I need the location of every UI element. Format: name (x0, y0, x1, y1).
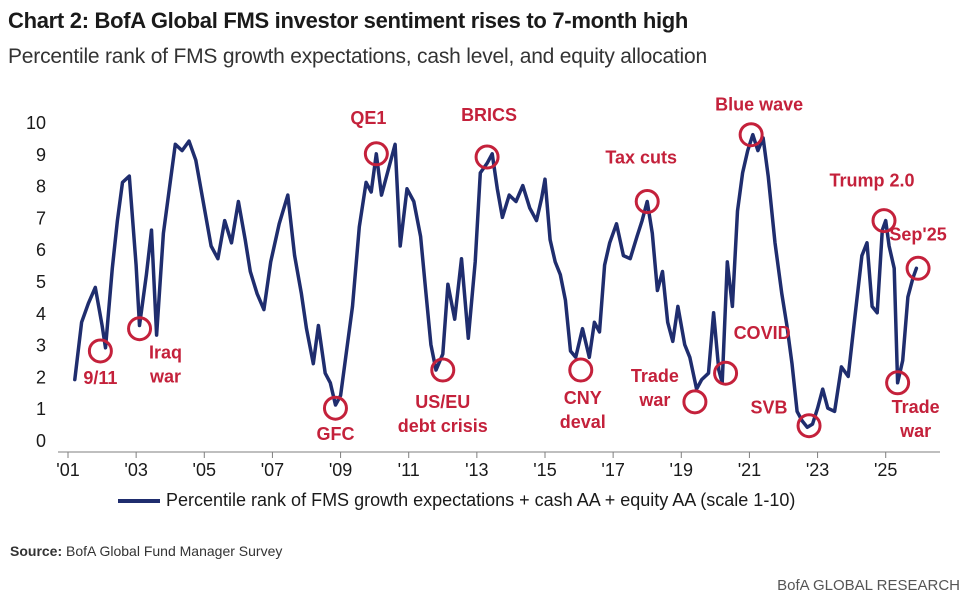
annotation-circle (127, 316, 153, 342)
annotation-circle (796, 413, 822, 439)
legend-line-swatch (118, 498, 160, 503)
x-tick-label: '23 (806, 460, 829, 480)
y-tick-label: 6 (36, 240, 46, 260)
annotation-circle (871, 208, 897, 234)
annotation-circle (568, 357, 594, 383)
annotation-circle (430, 357, 456, 383)
x-tick-label: '03 (124, 460, 147, 480)
annotation-label: Tax cuts (605, 148, 677, 168)
annotation-circle (738, 122, 764, 148)
x-tick-label: '09 (329, 460, 352, 480)
y-tick-label: 7 (36, 208, 46, 228)
y-tick-label: 1 (36, 399, 46, 419)
annotation-circle (713, 360, 739, 386)
series-line (73, 132, 919, 430)
annotation-circle (634, 189, 660, 214)
x-tick-label: '25 (874, 460, 897, 480)
source-text: BofA Global Fund Manager Survey (66, 543, 283, 559)
annotation-label: US/EU debt crisis (398, 392, 488, 436)
y-tick-label: 10 (26, 113, 46, 133)
y-tick-label: 0 (36, 431, 46, 451)
x-tick-label: '17 (601, 460, 624, 480)
x-tick-label: '13 (465, 460, 488, 480)
annotation-label: Trade war (892, 397, 940, 441)
x-tick-label: '11 (398, 460, 420, 480)
x-axis: '01 '03 '05 '07 '09 '11 '13 '15 '17 '19 '21 '23 '25 (56, 451, 940, 480)
y-tick-label: 3 (36, 336, 46, 356)
annotation-label: SVB (751, 398, 788, 418)
legend: Percentile rank of FMS growth expectatio… (118, 490, 795, 511)
x-tick-label: '05 (193, 460, 216, 480)
y-tick-label: 2 (36, 367, 46, 387)
y-axis: 0 1 2 3 4 5 6 7 8 9 10 (26, 113, 46, 451)
annotation-label: Trump 2.0 (829, 171, 914, 191)
series-layer (73, 132, 919, 430)
x-tick-label: '07 (261, 460, 284, 480)
chart-title: Chart 2: BofA Global FMS investor sentim… (8, 8, 689, 33)
brand-label: BofA GLOBAL RESEARCH (777, 577, 960, 594)
annotation-circle (905, 255, 931, 281)
x-tick-label: '19 (670, 460, 693, 480)
y-tick-label: 8 (36, 177, 46, 197)
annotation-circle (322, 395, 348, 421)
annotation-label: Trade war (631, 366, 679, 410)
y-tick-label: 4 (36, 304, 46, 324)
x-tick-label: '21 (738, 460, 761, 480)
annotation-label: 9/11 (83, 368, 117, 388)
annotation-circle (474, 144, 500, 170)
source-note: Source: BofA Global Fund Manager Survey (10, 543, 282, 559)
y-tick-label: 5 (36, 272, 46, 292)
annotation-label: CNY deval (560, 388, 606, 432)
annotation-label: Blue wave (715, 95, 803, 115)
annotation-layer: 9/11 Iraq war GFC QE1 US/EU debt crisis BRICS CN… (83, 95, 946, 444)
annotation-label: BRICS (461, 105, 517, 125)
annotation-circle (87, 338, 113, 364)
source-label: Source: (10, 543, 63, 559)
annotation-label: Iraq war (149, 343, 182, 387)
annotation-label: COVID (734, 323, 791, 343)
annotation-circle (682, 389, 708, 415)
legend-label: Percentile rank of FMS growth expectatio… (166, 490, 796, 510)
annotation-circle (363, 141, 389, 167)
annotation-label: Sep'25 (889, 224, 946, 244)
x-tick-label: '15 (533, 460, 556, 480)
annotation-label: GFC (316, 424, 354, 444)
x-tick-label: '01 (56, 460, 79, 480)
y-tick-label: 9 (36, 145, 46, 165)
annotation-label: QE1 (350, 108, 386, 128)
chart-subtitle: Percentile rank of FMS growth expectatio… (8, 45, 707, 68)
annotation-circle (885, 370, 911, 396)
